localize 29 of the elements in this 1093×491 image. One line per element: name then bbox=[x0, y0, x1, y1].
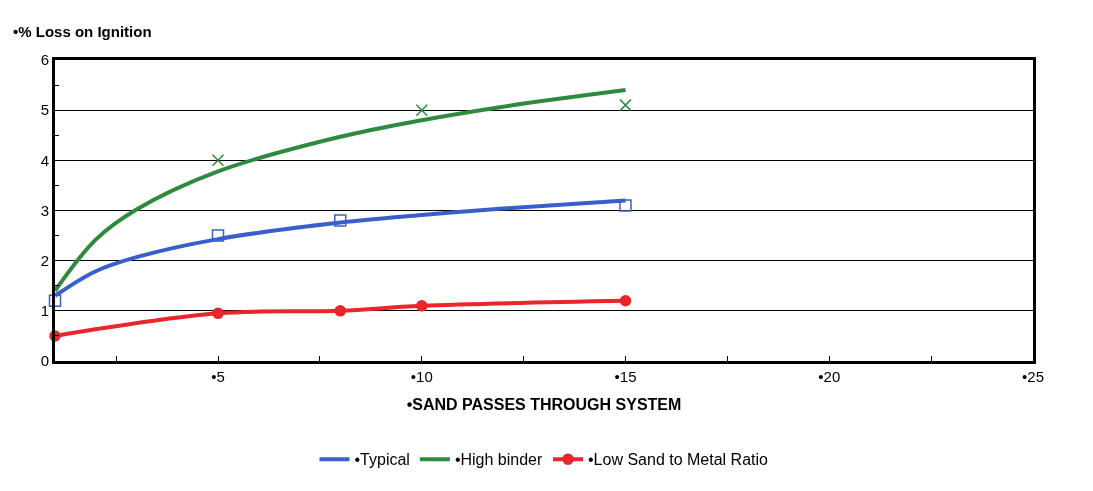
x-tick-label: •20 bbox=[818, 368, 841, 385]
y-tick-label: 5 bbox=[40, 101, 49, 119]
x-tick-label: •25 bbox=[1022, 368, 1044, 385]
point bbox=[48, 294, 62, 308]
x-tick-label: •5 bbox=[211, 368, 225, 385]
legend-label: •High binder bbox=[454, 451, 544, 469]
point bbox=[619, 98, 632, 112]
point bbox=[619, 199, 632, 212]
point bbox=[212, 307, 224, 320]
y-tick-label: 4 bbox=[40, 151, 49, 169]
point bbox=[334, 305, 346, 317]
y-tick-label: 2 bbox=[40, 251, 49, 269]
point bbox=[619, 295, 632, 307]
point bbox=[416, 300, 428, 312]
y-tick-label: 0 bbox=[40, 352, 49, 370]
y-axis-title: •% Loss on Ignition bbox=[13, 23, 152, 40]
legend-label: •Low Sand to Metal Ratio bbox=[588, 451, 769, 469]
point bbox=[334, 214, 347, 227]
point bbox=[415, 103, 428, 117]
point bbox=[211, 154, 225, 167]
x-axis-title: •SAND PASSES THROUGH SYSTEM bbox=[406, 395, 682, 413]
y-tick-label: 3 bbox=[40, 201, 49, 219]
x-tick-label: •15 bbox=[614, 368, 637, 385]
y-tick-label: 1 bbox=[40, 302, 49, 320]
y-tick-label: 6 bbox=[40, 51, 49, 69]
point bbox=[211, 229, 225, 242]
legend-label: •Typical bbox=[354, 451, 410, 469]
x-tick-label: •10 bbox=[410, 368, 433, 385]
line-series bbox=[55, 88, 628, 293]
